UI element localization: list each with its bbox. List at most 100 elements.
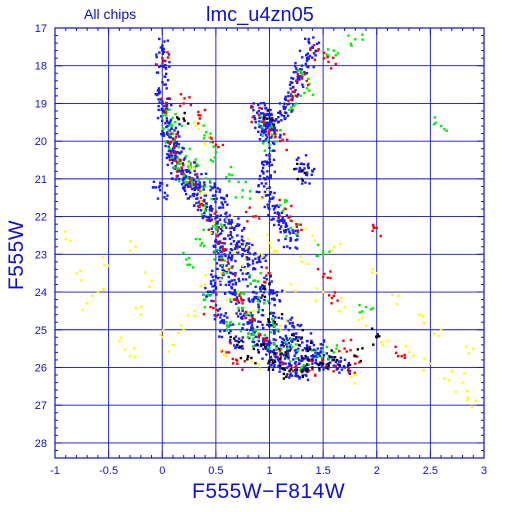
data-point bbox=[273, 343, 277, 347]
data-point bbox=[252, 340, 256, 344]
data-point bbox=[120, 336, 123, 339]
data-point bbox=[255, 295, 258, 299]
data-point bbox=[229, 230, 232, 234]
data-point bbox=[234, 293, 237, 297]
data-point bbox=[300, 336, 303, 339]
data-point bbox=[232, 344, 236, 347]
data-point bbox=[165, 104, 169, 107]
data-point bbox=[197, 122, 200, 125]
data-point bbox=[180, 172, 183, 176]
data-point bbox=[267, 325, 271, 328]
data-point bbox=[296, 177, 299, 181]
data-point bbox=[285, 148, 288, 152]
data-point bbox=[215, 293, 218, 296]
data-point bbox=[186, 165, 190, 168]
data-point bbox=[166, 56, 170, 59]
data-point bbox=[267, 177, 271, 180]
data-point bbox=[220, 320, 223, 323]
data-point bbox=[222, 249, 225, 253]
data-point bbox=[293, 368, 297, 372]
data-point bbox=[276, 219, 279, 222]
data-point bbox=[250, 314, 253, 318]
data-point bbox=[235, 359, 239, 362]
data-point bbox=[183, 119, 186, 122]
data-point bbox=[361, 38, 364, 41]
data-point bbox=[260, 313, 264, 317]
data-point bbox=[320, 347, 323, 350]
data-point bbox=[304, 62, 308, 65]
data-point bbox=[230, 221, 234, 224]
data-point bbox=[161, 45, 164, 49]
data-point bbox=[291, 333, 294, 336]
data-point bbox=[187, 197, 191, 200]
data-point bbox=[257, 123, 261, 126]
data-point bbox=[258, 190, 261, 194]
data-point bbox=[209, 185, 212, 188]
data-point bbox=[267, 141, 270, 144]
data-point bbox=[265, 153, 268, 157]
data-point bbox=[219, 227, 223, 231]
data-point bbox=[266, 136, 269, 139]
data-point bbox=[303, 171, 306, 175]
data-point bbox=[242, 292, 246, 296]
data-point bbox=[276, 212, 280, 215]
data-point bbox=[288, 360, 292, 363]
data-point bbox=[289, 337, 293, 341]
data-point bbox=[165, 125, 168, 129]
data-point bbox=[228, 214, 231, 217]
data-point bbox=[288, 349, 292, 352]
data-point bbox=[279, 329, 282, 332]
data-point bbox=[189, 183, 192, 186]
data-point bbox=[297, 343, 301, 347]
data-point bbox=[263, 205, 266, 209]
data-point bbox=[209, 213, 213, 216]
data-point bbox=[342, 339, 345, 342]
data-point bbox=[190, 178, 193, 181]
data-point bbox=[269, 355, 273, 359]
data-point bbox=[266, 109, 269, 112]
data-point bbox=[198, 205, 201, 208]
data-point bbox=[228, 226, 232, 230]
data-point bbox=[277, 316, 280, 319]
data-point bbox=[284, 98, 288, 102]
data-point bbox=[261, 134, 264, 138]
data-point bbox=[237, 180, 240, 184]
data-point bbox=[171, 132, 174, 135]
data-point bbox=[252, 108, 255, 112]
data-point bbox=[218, 307, 221, 310]
data-point bbox=[263, 118, 266, 121]
data-point bbox=[329, 270, 332, 273]
data-point bbox=[226, 316, 229, 319]
data-point bbox=[273, 129, 276, 133]
data-point bbox=[326, 55, 329, 59]
data-point bbox=[227, 218, 230, 222]
data-point bbox=[200, 213, 204, 216]
data-point bbox=[268, 339, 271, 343]
data-point bbox=[254, 362, 257, 365]
data-point bbox=[171, 116, 174, 120]
data-point bbox=[252, 347, 255, 350]
data-point bbox=[298, 78, 301, 81]
data-point bbox=[284, 106, 287, 109]
data-point bbox=[330, 302, 333, 305]
data-point bbox=[225, 298, 228, 302]
data-point bbox=[269, 350, 273, 353]
data-point bbox=[321, 275, 325, 279]
data-point bbox=[174, 165, 177, 168]
data-point bbox=[188, 166, 192, 169]
data-point bbox=[296, 80, 299, 83]
data-point bbox=[235, 312, 238, 315]
data-point bbox=[209, 158, 213, 162]
data-point bbox=[284, 237, 287, 241]
data-point bbox=[285, 345, 289, 349]
data-point bbox=[343, 358, 347, 362]
data-point bbox=[236, 300, 239, 303]
data-point bbox=[353, 371, 356, 375]
data-point bbox=[228, 237, 232, 241]
data-point bbox=[314, 373, 317, 377]
data-point bbox=[432, 123, 436, 126]
data-point bbox=[228, 224, 232, 228]
data-point bbox=[143, 271, 147, 274]
data-point bbox=[301, 182, 304, 185]
data-point bbox=[172, 143, 176, 146]
